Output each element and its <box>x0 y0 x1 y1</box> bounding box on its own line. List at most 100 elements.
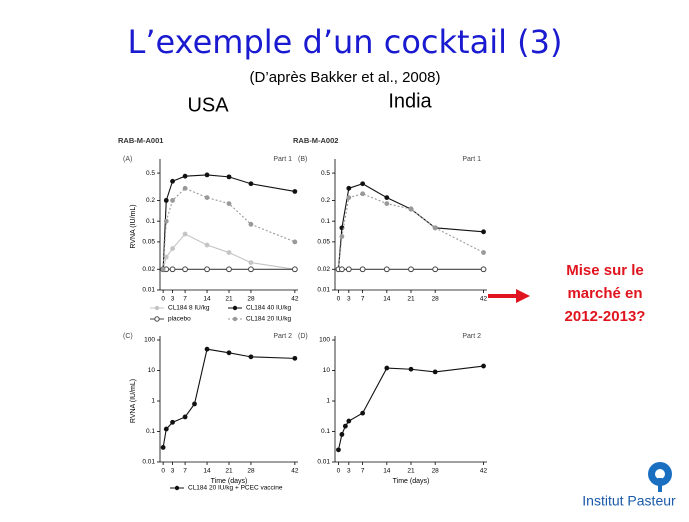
y-tick-label: 0.02 <box>142 266 155 273</box>
y-tick-label: 0.05 <box>317 239 330 246</box>
panel-letter: (A) <box>123 156 132 163</box>
slide-subtitle: (D’après Bakker et al., 2008) <box>250 69 441 86</box>
panel-part: Part 2 <box>462 333 481 340</box>
y-tick-label: 1 <box>151 398 155 405</box>
data-point <box>292 239 298 245</box>
data-point <box>163 426 169 432</box>
y-tick-label: 0.1 <box>321 428 330 435</box>
data-point <box>345 266 352 273</box>
y-tick-label: 0.5 <box>321 170 330 177</box>
data-point <box>204 266 210 273</box>
panel-letter: (C) <box>123 333 133 340</box>
data-point <box>163 254 169 260</box>
panel-part: Part 1 <box>273 156 292 163</box>
x-tick-label: 3 <box>171 296 175 303</box>
data-point <box>359 266 366 273</box>
y-tick-label: 0.1 <box>146 428 155 435</box>
y-tick-label: 0.5 <box>146 170 155 177</box>
x-tick-label: 42 <box>291 468 299 475</box>
data-point <box>226 174 232 180</box>
x-tick-label: 14 <box>203 296 211 303</box>
data-point <box>346 418 352 424</box>
y-axis-label: RVNA (IU/mL) <box>130 379 137 423</box>
y-tick-label: 100 <box>319 337 330 344</box>
region-label: USA <box>187 94 229 116</box>
y-tick-label: 0.01 <box>317 459 330 466</box>
data-point <box>432 369 438 375</box>
x-tick-label: 7 <box>183 468 187 475</box>
data-point <box>342 423 348 429</box>
legend-label: CL184 20 IU/kg <box>246 316 292 323</box>
logo: Institut Pasteur <box>582 462 676 509</box>
y-tick-label: 0.2 <box>146 197 155 204</box>
data-point <box>360 191 366 197</box>
data-point <box>384 365 390 371</box>
x-tick-label: 0 <box>161 468 165 475</box>
x-tick-label: 7 <box>183 296 187 303</box>
y-tick-label: 0.01 <box>142 459 155 466</box>
panel-header: RAB-M-A001 <box>118 136 163 145</box>
y-tick-label: 0.05 <box>142 239 155 246</box>
y-tick-label: 100 <box>144 337 155 344</box>
data-point <box>248 181 254 187</box>
y-tick-label: 1 <box>326 398 330 405</box>
legend-marker <box>154 316 160 322</box>
data-point <box>339 432 345 437</box>
data-point <box>339 234 345 239</box>
panel-part: Part 2 <box>273 333 292 340</box>
data-point <box>170 198 175 203</box>
legend-marker <box>232 305 238 311</box>
y-tick-label: 10 <box>148 367 156 374</box>
data-point <box>292 189 298 194</box>
x-tick-label: 21 <box>225 468 233 475</box>
data-point <box>248 221 254 227</box>
panel-letter: (D) <box>298 333 308 340</box>
data-point <box>384 201 390 206</box>
data-point <box>182 173 188 179</box>
data-point <box>248 354 254 360</box>
y-tick-label: 0.02 <box>317 266 330 273</box>
panel-part: Part 1 <box>462 156 481 163</box>
data-point <box>480 266 487 273</box>
data-point <box>383 266 390 273</box>
data-point <box>204 195 210 200</box>
note-line: marché en <box>567 285 642 302</box>
data-point <box>360 410 366 416</box>
data-point <box>204 346 210 352</box>
data-point <box>408 206 414 212</box>
x-axis-label: Time (days) <box>393 478 430 485</box>
data-point <box>170 419 175 425</box>
data-point <box>291 266 298 273</box>
x-axis-label: Time (days) <box>211 478 248 485</box>
data-point <box>182 185 188 191</box>
arrow <box>488 289 530 303</box>
slide-title: L’exemple d’un cocktail (3) <box>128 23 563 61</box>
data-point <box>192 401 197 407</box>
x-tick-label: 21 <box>407 296 415 303</box>
data-point <box>248 266 254 273</box>
data-point <box>432 266 439 273</box>
data-point <box>226 350 232 356</box>
region-label: India <box>388 90 432 112</box>
data-point <box>160 266 166 272</box>
x-tick-label: 3 <box>171 468 175 475</box>
x-tick-label: 3 <box>347 468 351 475</box>
x-tick-label: 42 <box>291 296 299 303</box>
series-line <box>337 183 484 270</box>
data-point <box>481 229 486 235</box>
legend-marker <box>154 305 160 311</box>
data-point <box>170 178 175 184</box>
legend-label: CL184 8 IU/kg <box>168 305 210 312</box>
x-tick-label: 7 <box>361 296 365 303</box>
data-point <box>339 266 345 273</box>
y-tick-label: 0.01 <box>142 287 155 294</box>
data-point <box>182 231 188 237</box>
note-line: Mise sur le <box>566 262 644 279</box>
data-point <box>432 225 438 231</box>
x-tick-label: 0 <box>161 296 165 303</box>
y-tick-label: 0.1 <box>146 218 155 225</box>
x-tick-label: 28 <box>247 296 255 303</box>
y-tick-label: 0.01 <box>317 287 330 294</box>
